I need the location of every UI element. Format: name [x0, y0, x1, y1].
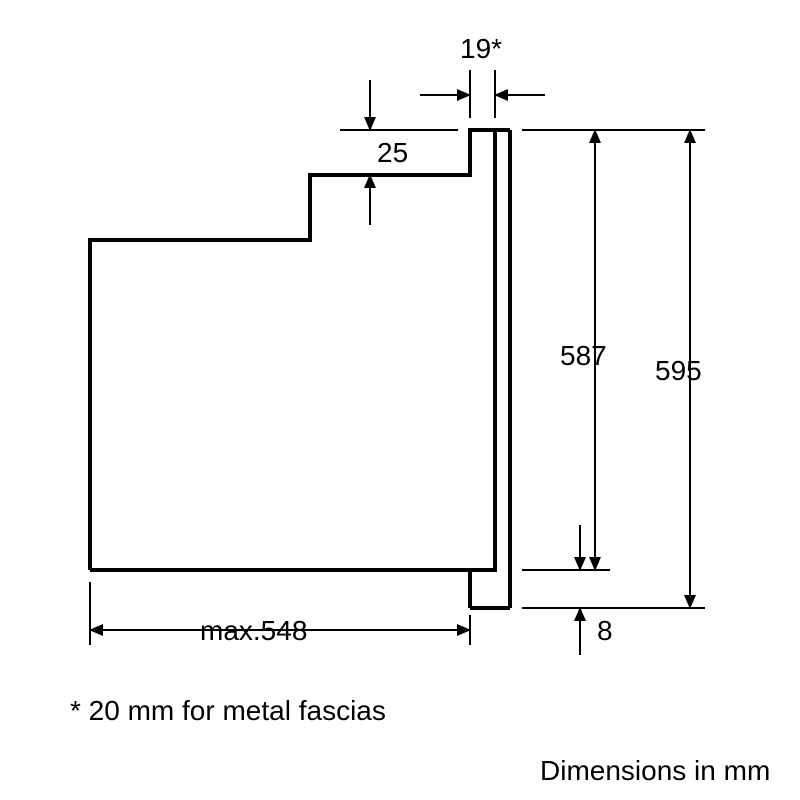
dim-25: 25 — [340, 80, 458, 225]
footnote: * 20 mm for metal fascias — [70, 695, 386, 726]
dim-587: 587 — [522, 130, 610, 570]
dim-19: 19* — [420, 33, 545, 118]
dim-19-label: 19* — [460, 33, 502, 64]
caption: Dimensions in mm — [540, 755, 770, 786]
dim-max548-label: max.548 — [200, 615, 307, 646]
dimension-drawing: 19* 25 587 595 8 max.548 * 20 mm for met… — [0, 0, 800, 800]
appliance-outline — [90, 130, 495, 570]
dim-max548: max.548 — [90, 582, 470, 646]
dim-595: 595 — [522, 130, 705, 608]
dim-8: 8 — [580, 525, 613, 655]
dim-25-label: 25 — [377, 137, 408, 168]
dim-587-label: 587 — [560, 340, 607, 371]
dim-595-label: 595 — [655, 355, 702, 386]
dim-8-label: 8 — [597, 615, 613, 646]
